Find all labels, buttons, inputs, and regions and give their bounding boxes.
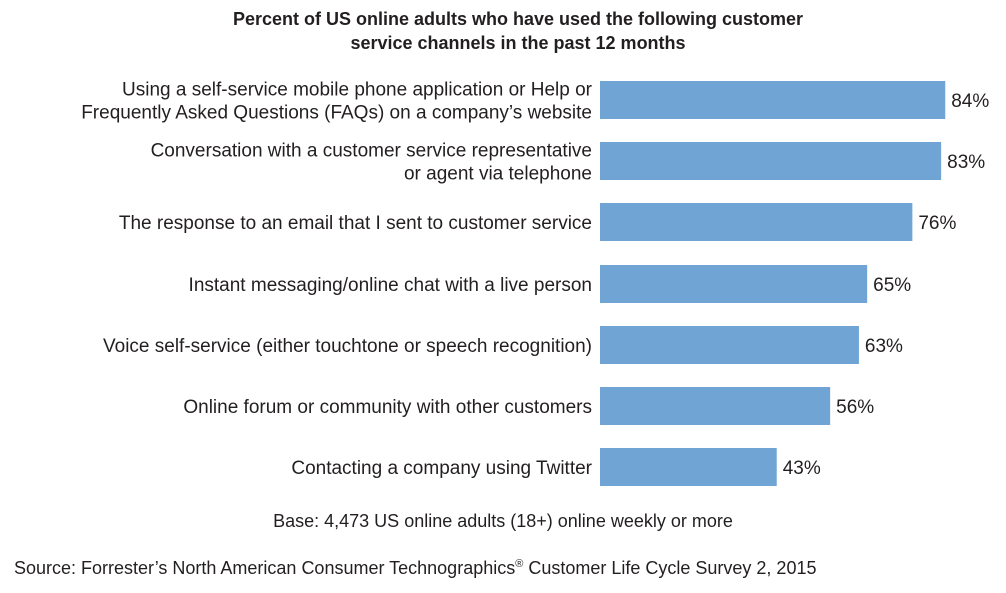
data-label: 63%	[865, 336, 903, 357]
registered-mark: ®	[515, 558, 524, 570]
category-label-line: Conversation with a customer service rep…	[151, 141, 592, 162]
source-text-prefix: Source: Forrester’s North American Consu…	[14, 558, 516, 578]
category-label-line: The response to an email that I sent to …	[119, 213, 592, 234]
chart-title-line: Percent of US online adults who have use…	[233, 9, 803, 29]
category-label-line: or agent via telephone	[404, 164, 592, 185]
bar	[600, 203, 913, 241]
category-label-line: Using a self-service mobile phone applic…	[122, 80, 593, 101]
category-label-line: Contacting a company using Twitter	[291, 458, 592, 479]
bar	[600, 81, 946, 119]
bar	[600, 448, 777, 486]
source-note: Source: Forrester’s North American Consu…	[14, 558, 816, 579]
category-label: Contacting a company using Twitter	[291, 458, 592, 479]
category-label-line: Instant messaging/online chat with a liv…	[189, 275, 592, 296]
category-label-line: Voice self-service (either touchtone or …	[103, 336, 592, 357]
category-label: Voice self-service (either touchtone or …	[103, 336, 592, 357]
bar	[600, 326, 859, 364]
category-label: Using a self-service mobile phone applic…	[81, 80, 592, 124]
bar	[600, 265, 868, 303]
chart-title: Percent of US online adults who have use…	[233, 9, 803, 53]
data-label: 56%	[836, 397, 874, 418]
data-label: 83%	[947, 152, 985, 173]
category-label: The response to an email that I sent to …	[119, 213, 592, 234]
category-label: Instant messaging/online chat with a liv…	[189, 275, 592, 296]
data-label: 43%	[783, 458, 821, 479]
bar	[600, 142, 942, 180]
data-label: 65%	[873, 275, 911, 296]
data-label: 84%	[951, 91, 989, 112]
category-label: Conversation with a customer service rep…	[151, 141, 592, 185]
category-label: Online forum or community with other cus…	[183, 397, 592, 418]
category-label-line: Online forum or community with other cus…	[183, 397, 592, 418]
category-label-line: Frequently Asked Questions (FAQs) on a c…	[81, 103, 592, 124]
source-text-suffix: Customer Life Cycle Survey 2, 2015	[523, 558, 817, 578]
data-label: 76%	[918, 213, 956, 234]
base-note: Base: 4,473 US online adults (18+) onlin…	[273, 511, 733, 531]
chart-title-line: service channels in the past 12 months	[350, 33, 685, 53]
bar	[600, 387, 831, 425]
